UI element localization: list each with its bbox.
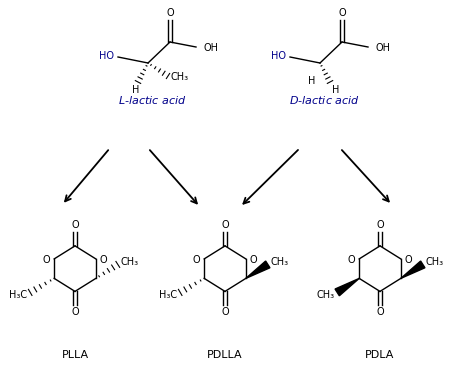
Text: O: O (250, 255, 257, 265)
Text: O: O (192, 255, 200, 265)
Text: CH₃: CH₃ (121, 257, 139, 267)
Text: O: O (100, 255, 108, 265)
Text: O: O (376, 220, 384, 230)
Polygon shape (246, 261, 270, 279)
Text: $\mathit{L}$-lactic acid: $\mathit{L}$-lactic acid (118, 94, 186, 106)
Text: HO: HO (99, 51, 114, 61)
Text: OH: OH (376, 43, 391, 53)
Text: O: O (166, 8, 174, 18)
Text: HO: HO (271, 51, 286, 61)
Text: O: O (43, 255, 50, 265)
Text: H: H (332, 85, 339, 95)
Text: O: O (405, 255, 412, 265)
Text: O: O (221, 220, 229, 230)
Text: H₃C: H₃C (159, 290, 177, 300)
Text: H: H (132, 85, 140, 95)
Text: O: O (221, 307, 229, 317)
Text: O: O (347, 255, 355, 265)
Text: O: O (71, 220, 79, 230)
Text: CH₃: CH₃ (271, 257, 289, 267)
Text: H: H (308, 76, 316, 86)
Text: OH: OH (204, 43, 219, 53)
Polygon shape (401, 261, 425, 279)
Text: PDLA: PDLA (365, 350, 395, 360)
Text: PDLLA: PDLLA (207, 350, 243, 360)
Text: O: O (338, 8, 346, 18)
Text: O: O (376, 307, 384, 317)
Text: O: O (71, 307, 79, 317)
Text: PLLA: PLLA (62, 350, 89, 360)
Text: $\mathit{D}$-lactic acid: $\mathit{D}$-lactic acid (289, 94, 359, 106)
Text: CH₃: CH₃ (316, 290, 334, 300)
Text: H₃C: H₃C (9, 290, 27, 300)
Text: CH₃: CH₃ (426, 257, 444, 267)
Text: CH₃: CH₃ (171, 72, 189, 82)
Polygon shape (335, 279, 359, 296)
